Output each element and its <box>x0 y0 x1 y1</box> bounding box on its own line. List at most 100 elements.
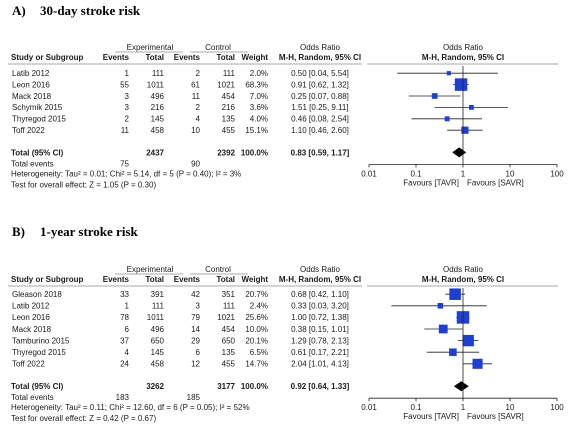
header-control: Control <box>205 265 231 274</box>
study-weight: 14.7% <box>245 360 268 369</box>
study-name: Thyregod 2015 <box>12 348 66 357</box>
header-weight: Weight <box>241 53 268 62</box>
x-tick-label: 0.01 <box>361 403 377 412</box>
experimental-total: 391 <box>151 290 165 299</box>
control-total: 650 <box>222 336 236 345</box>
study-weight: 20.1% <box>245 336 268 345</box>
panel-title: 1-year stroke risk <box>40 224 138 239</box>
experimental-total: 111 <box>152 69 165 78</box>
x-tick-label: 0.1 <box>410 403 422 412</box>
study-marker <box>472 358 483 369</box>
control-events: 61 <box>191 80 200 89</box>
study-weight: 2.4% <box>250 302 268 311</box>
experimental-total: 458 <box>151 126 165 135</box>
study-odds-ratio: 0.61 [0.17, 2.21] <box>291 348 349 357</box>
panel-title: 30-day stroke risk <box>40 3 141 18</box>
study-name: Latib 2012 <box>12 69 50 78</box>
header-weight: Weight <box>241 275 268 284</box>
total-events-experimental: 183 <box>116 393 130 402</box>
x-tick-label: 10 <box>506 169 515 178</box>
favours-savr-label: Favours [SAVR] <box>467 412 524 421</box>
experimental-events: 37 <box>120 336 129 345</box>
experimental-events: 1 <box>125 69 130 78</box>
control-events: 79 <box>191 313 200 322</box>
control-total: 1021 <box>217 313 235 322</box>
control-total: 135 <box>222 115 236 124</box>
control-total: 135 <box>222 348 236 357</box>
header-total: Total <box>145 275 164 284</box>
experimental-total: 650 <box>151 336 165 345</box>
total-events-label: Total events <box>11 159 54 168</box>
header-total: Total <box>216 275 235 284</box>
pooled-diamond <box>453 381 469 392</box>
total-odds-ratio: 0.83 [0.59, 1.17] <box>291 148 350 157</box>
total-control: 2392 <box>217 148 235 157</box>
header-plot-odds-ratio: Odds Ratio <box>443 265 484 274</box>
x-tick-label: 0.01 <box>361 169 377 178</box>
study-name: Latib 2012 <box>12 302 50 311</box>
total-events-control: 90 <box>191 159 200 168</box>
header-odds-ratio: Odds Ratio <box>300 265 341 274</box>
header-events: Events <box>103 275 130 284</box>
experimental-total: 1011 <box>147 313 165 322</box>
experimental-events: 6 <box>125 325 130 334</box>
total-label: Total (95% CI) <box>11 148 64 157</box>
study-marker <box>449 288 461 300</box>
control-events: 10 <box>191 126 200 135</box>
control-total: 216 <box>222 103 236 112</box>
header-events: Events <box>174 53 201 62</box>
study-name: Leon 2016 <box>12 80 50 89</box>
study-odds-ratio: 1.00 [0.72, 1.38] <box>291 313 349 322</box>
total-control: 3177 <box>217 382 235 391</box>
control-events: 2 <box>196 69 201 78</box>
study-marker <box>446 71 451 76</box>
header-events: Events <box>103 53 130 62</box>
header-total: Total <box>145 53 164 62</box>
overall-effect-text: Test for overall effect: Z = 1.05 (P = 0… <box>11 180 156 189</box>
experimental-total: 145 <box>151 348 165 357</box>
panel-label: A) <box>12 3 26 18</box>
favours-tavr-label: Favours [TAVR] <box>403 178 459 187</box>
header-total: Total <box>216 53 235 62</box>
study-name: Mack 2018 <box>12 92 52 101</box>
total-events-label: Total events <box>11 393 54 402</box>
header-odds-ratio: Odds Ratio <box>300 43 341 52</box>
total-label: Total (95% CI) <box>11 382 64 391</box>
pooled-diamond <box>452 147 467 158</box>
study-odds-ratio: 0.38 [0.15, 1.01] <box>291 325 349 334</box>
control-total: 111 <box>223 302 236 311</box>
experimental-events: 3 <box>125 103 130 112</box>
study-name: Leon 2016 <box>12 313 50 322</box>
header-events: Events <box>174 275 201 284</box>
experimental-events: 3 <box>125 92 130 101</box>
control-total: 111 <box>223 69 236 78</box>
control-total: 455 <box>222 360 236 369</box>
experimental-events: 2 <box>125 115 130 124</box>
study-weight: 68.3% <box>245 80 268 89</box>
header-plot-method: M-H, Random, 95% CI <box>422 53 504 62</box>
study-odds-ratio: 2.04 [1.01, 4.13] <box>291 360 349 369</box>
panel-label: B) <box>12 224 25 239</box>
study-name: Mack 2018 <box>12 325 52 334</box>
study-name: Toff 2022 <box>12 126 45 135</box>
control-events: 4 <box>196 115 201 124</box>
control-events: 11 <box>192 92 201 101</box>
study-odds-ratio: 0.25 [0.07, 0.88] <box>291 92 349 101</box>
study-weight: 6.5% <box>250 348 268 357</box>
total-experimental: 2437 <box>146 148 164 157</box>
x-tick-label: 0.1 <box>410 169 422 178</box>
study-name: Thyregod 2015 <box>12 115 66 124</box>
experimental-total: 111 <box>152 302 165 311</box>
experimental-total: 145 <box>151 115 165 124</box>
study-marker <box>449 348 457 356</box>
study-odds-ratio: 1.29 [0.78, 2.13] <box>291 336 349 345</box>
control-total: 1021 <box>217 80 235 89</box>
favours-tavr-label: Favours [TAVR] <box>403 412 459 421</box>
total-weight: 100.0% <box>241 148 268 157</box>
experimental-total: 496 <box>151 325 165 334</box>
study-marker <box>437 303 444 309</box>
study-name: Tamburino 2015 <box>12 336 70 345</box>
experimental-events: 78 <box>120 313 129 322</box>
x-tick-label: 100 <box>550 169 564 178</box>
